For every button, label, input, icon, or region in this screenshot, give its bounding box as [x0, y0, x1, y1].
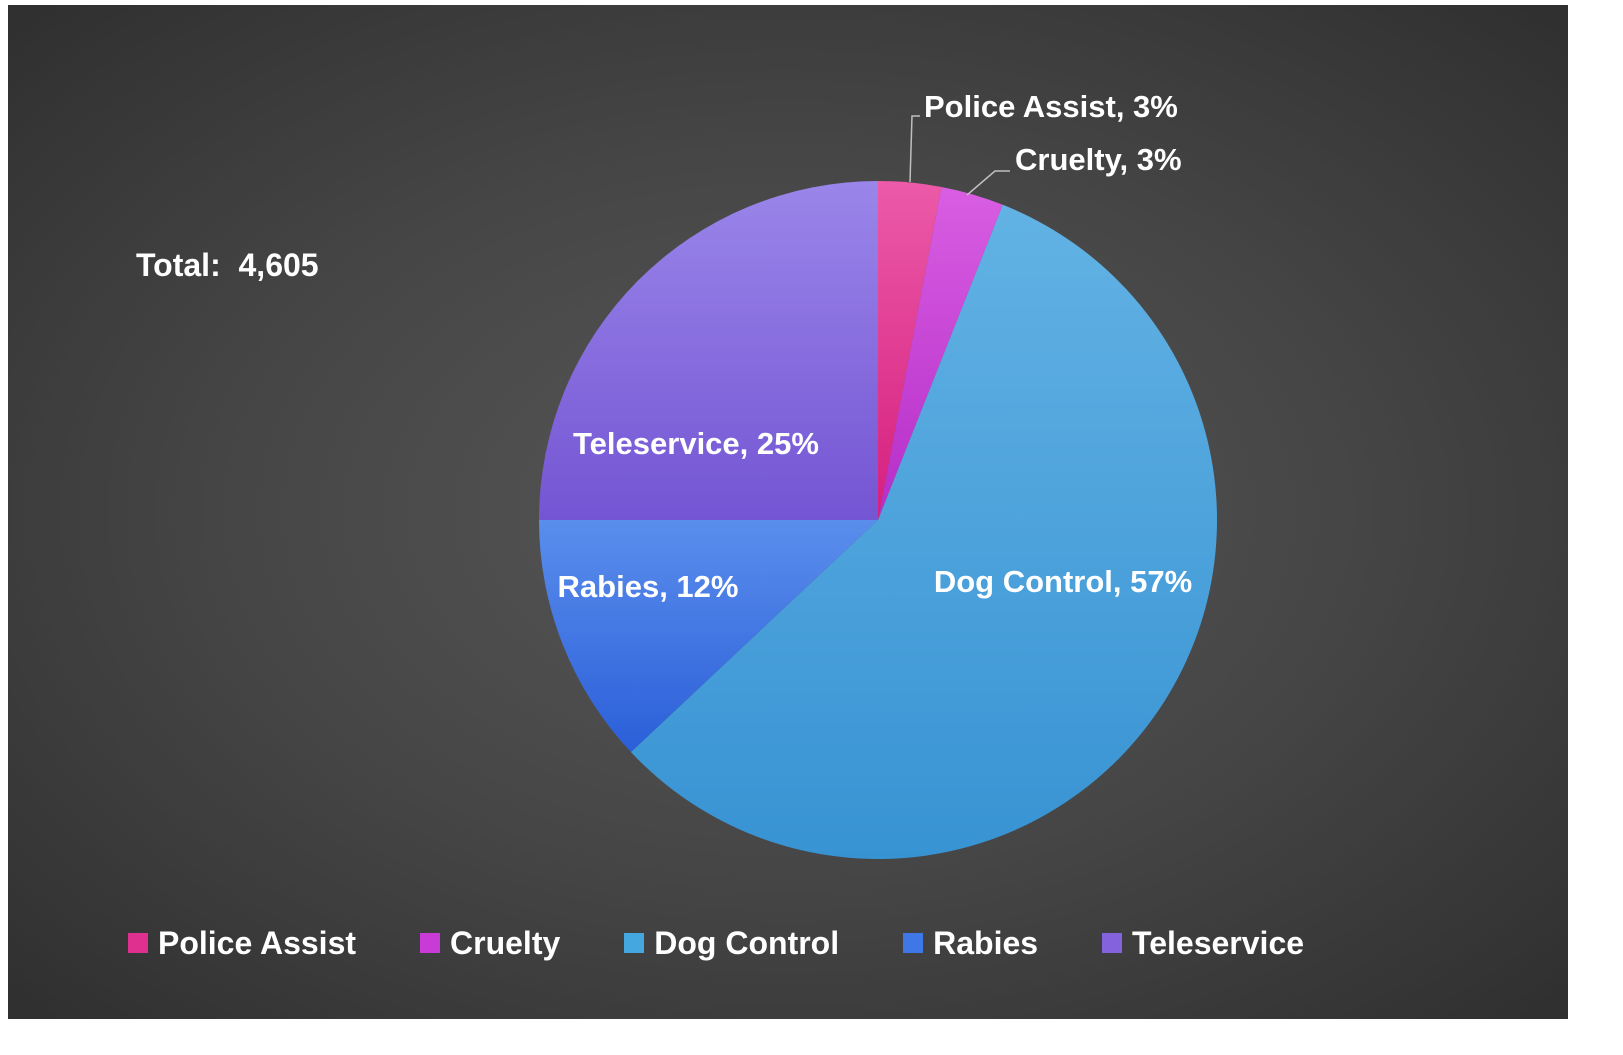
legend-swatch — [128, 933, 148, 953]
leader-line — [909, 115, 920, 183]
data-label: Cruelty, 3% — [1015, 142, 1182, 177]
pie-slice-teleservice — [539, 181, 878, 520]
data-label: Police Assist, 3% — [924, 89, 1178, 124]
data-label: Teleservice, 25% — [573, 426, 819, 461]
pie-chart: Police Assist, 3% Cruelty, 3% Dog Control,… — [539, 89, 1217, 859]
legend-swatch — [624, 933, 645, 953]
chart-area: Total: 4,605 Police Assist, 3% Cruelty, 3… — [8, 5, 1568, 1019]
data-label: Rabies, 12% — [558, 569, 739, 604]
legend-label: Rabies — [933, 924, 1039, 961]
pie-slice-rabies — [539, 520, 878, 753]
pie-slice-dog-control — [630, 204, 1217, 859]
legend-swatch — [903, 933, 924, 953]
total-label: Total: 4,605 — [136, 247, 319, 283]
legend-item: Cruelty — [420, 925, 560, 962]
legend-swatch — [420, 933, 441, 953]
legend-item: Dog Control — [624, 925, 839, 962]
legend-label: Police Assist — [158, 924, 357, 961]
data-label: Dog Control, 57% — [934, 564, 1192, 599]
legend-swatch — [1102, 933, 1123, 953]
legend-label: Teleservice — [1132, 924, 1305, 961]
legend: Police Assist Cruelty Dog Control Rabies Tel… — [128, 920, 1368, 966]
legend-item: Teleservice — [1102, 925, 1304, 962]
legend-item: Police Assist — [128, 925, 356, 962]
legend-item: Rabies — [903, 925, 1038, 962]
leader-line — [966, 170, 1010, 196]
pie-slice-cruelty — [878, 187, 1003, 520]
pie-slice-police-assist — [878, 181, 942, 520]
legend-label: Dog Control — [654, 924, 840, 961]
legend-label: Cruelty — [450, 924, 561, 961]
